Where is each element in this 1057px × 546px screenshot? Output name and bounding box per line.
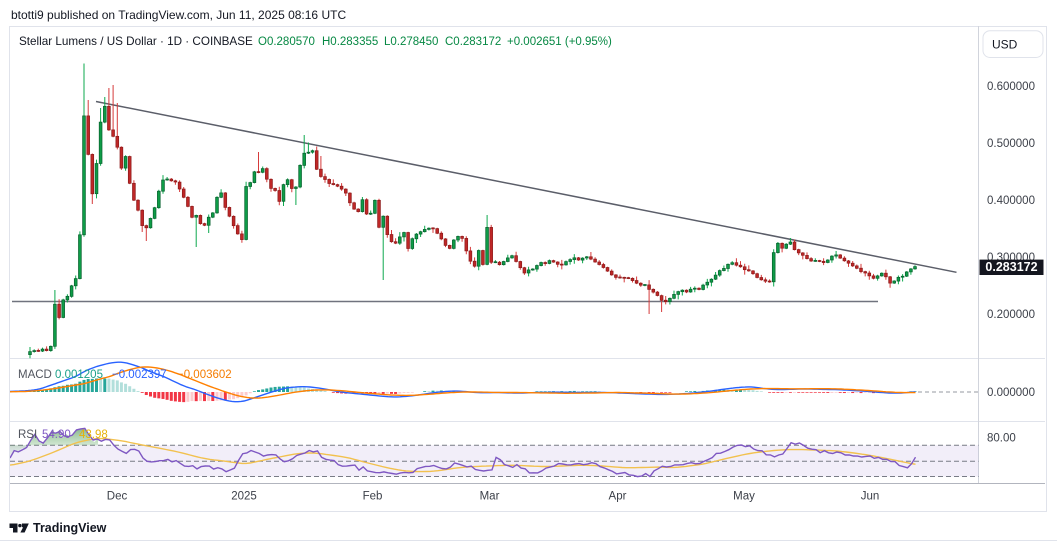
svg-text:0.283172: 0.283172	[985, 260, 1037, 274]
svg-text:Mar: Mar	[480, 491, 500, 503]
svg-text:54.90: 54.90	[42, 429, 71, 441]
svg-text:Dec: Dec	[107, 491, 128, 503]
svg-text:+0.002651 (+0.95%): +0.002651 (+0.95%)	[507, 36, 612, 48]
svg-text:0.000000: 0.000000	[987, 387, 1035, 399]
svg-text:H0.283355: H0.283355	[322, 36, 378, 48]
svg-text:MACD: MACD	[18, 369, 52, 381]
svg-text:Feb: Feb	[363, 491, 383, 503]
svg-text:0.200000: 0.200000	[987, 309, 1035, 321]
svg-text:−0.002397: −0.002397	[112, 369, 167, 381]
svg-text:0.500000: 0.500000	[987, 138, 1035, 150]
svg-text:2025: 2025	[231, 491, 257, 503]
svg-text:May: May	[733, 491, 755, 503]
svg-text:RSI: RSI	[18, 429, 37, 441]
svg-text:O0.280570: O0.280570	[258, 36, 315, 48]
svg-text:80.00: 80.00	[987, 433, 1016, 445]
svg-text:0.400000: 0.400000	[987, 195, 1035, 207]
svg-text:C0.283172: C0.283172	[445, 36, 501, 48]
svg-text:L0.278450: L0.278450	[384, 36, 438, 48]
svg-text:Jun: Jun	[861, 491, 880, 503]
svg-text:−0.003602: −0.003602	[177, 369, 232, 381]
svg-text:43.98: 43.98	[79, 429, 108, 441]
svg-text:0.001205: 0.001205	[55, 369, 103, 381]
svg-text:Apr: Apr	[609, 491, 627, 503]
svg-text:0.600000: 0.600000	[987, 81, 1035, 93]
svg-text:USD: USD	[992, 38, 1018, 52]
svg-text:Stellar Lumens / US Dollar · 1: Stellar Lumens / US Dollar · 1D · COINBA…	[19, 35, 253, 48]
svg-text:TradingView: TradingView	[33, 521, 107, 535]
